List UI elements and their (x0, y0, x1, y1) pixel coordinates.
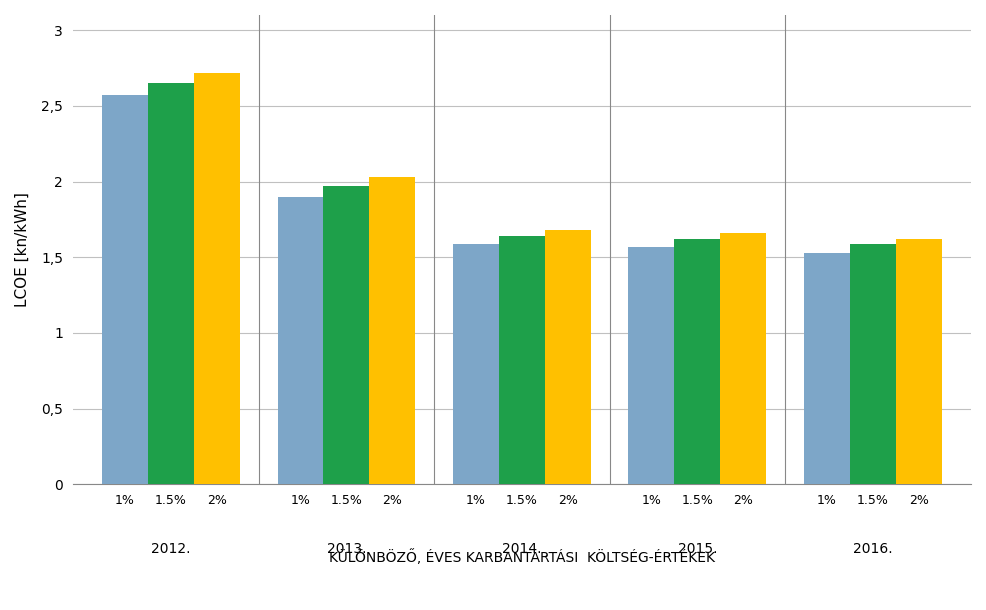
X-axis label: KÜLÖNBÖZŐ, ÉVES KARBANTARTÁSI  KÖLTSÉG-ÉRTÉKEK: KÜLÖNBÖZŐ, ÉVES KARBANTARTÁSI KÖLTSÉG-ÉR… (329, 548, 715, 564)
Text: 2014.: 2014. (502, 542, 541, 556)
Text: 2016.: 2016. (853, 542, 892, 556)
Text: 2015.: 2015. (677, 542, 717, 556)
Bar (148, 83, 194, 484)
Text: 2013.: 2013. (326, 542, 366, 556)
Y-axis label: LCOE [kn/kWh]: LCOE [kn/kWh] (15, 192, 30, 307)
Bar (370, 177, 415, 484)
Bar (453, 243, 499, 484)
Bar (499, 236, 545, 484)
Bar (545, 230, 591, 484)
Bar (896, 239, 942, 484)
Text: 2012.: 2012. (151, 542, 190, 556)
Bar (850, 243, 896, 484)
Bar (721, 233, 766, 484)
Bar (194, 73, 240, 484)
Bar (103, 95, 148, 484)
Bar (674, 239, 721, 484)
Bar (323, 186, 370, 484)
Bar (628, 246, 674, 484)
Bar (804, 253, 850, 484)
Bar (277, 196, 323, 484)
